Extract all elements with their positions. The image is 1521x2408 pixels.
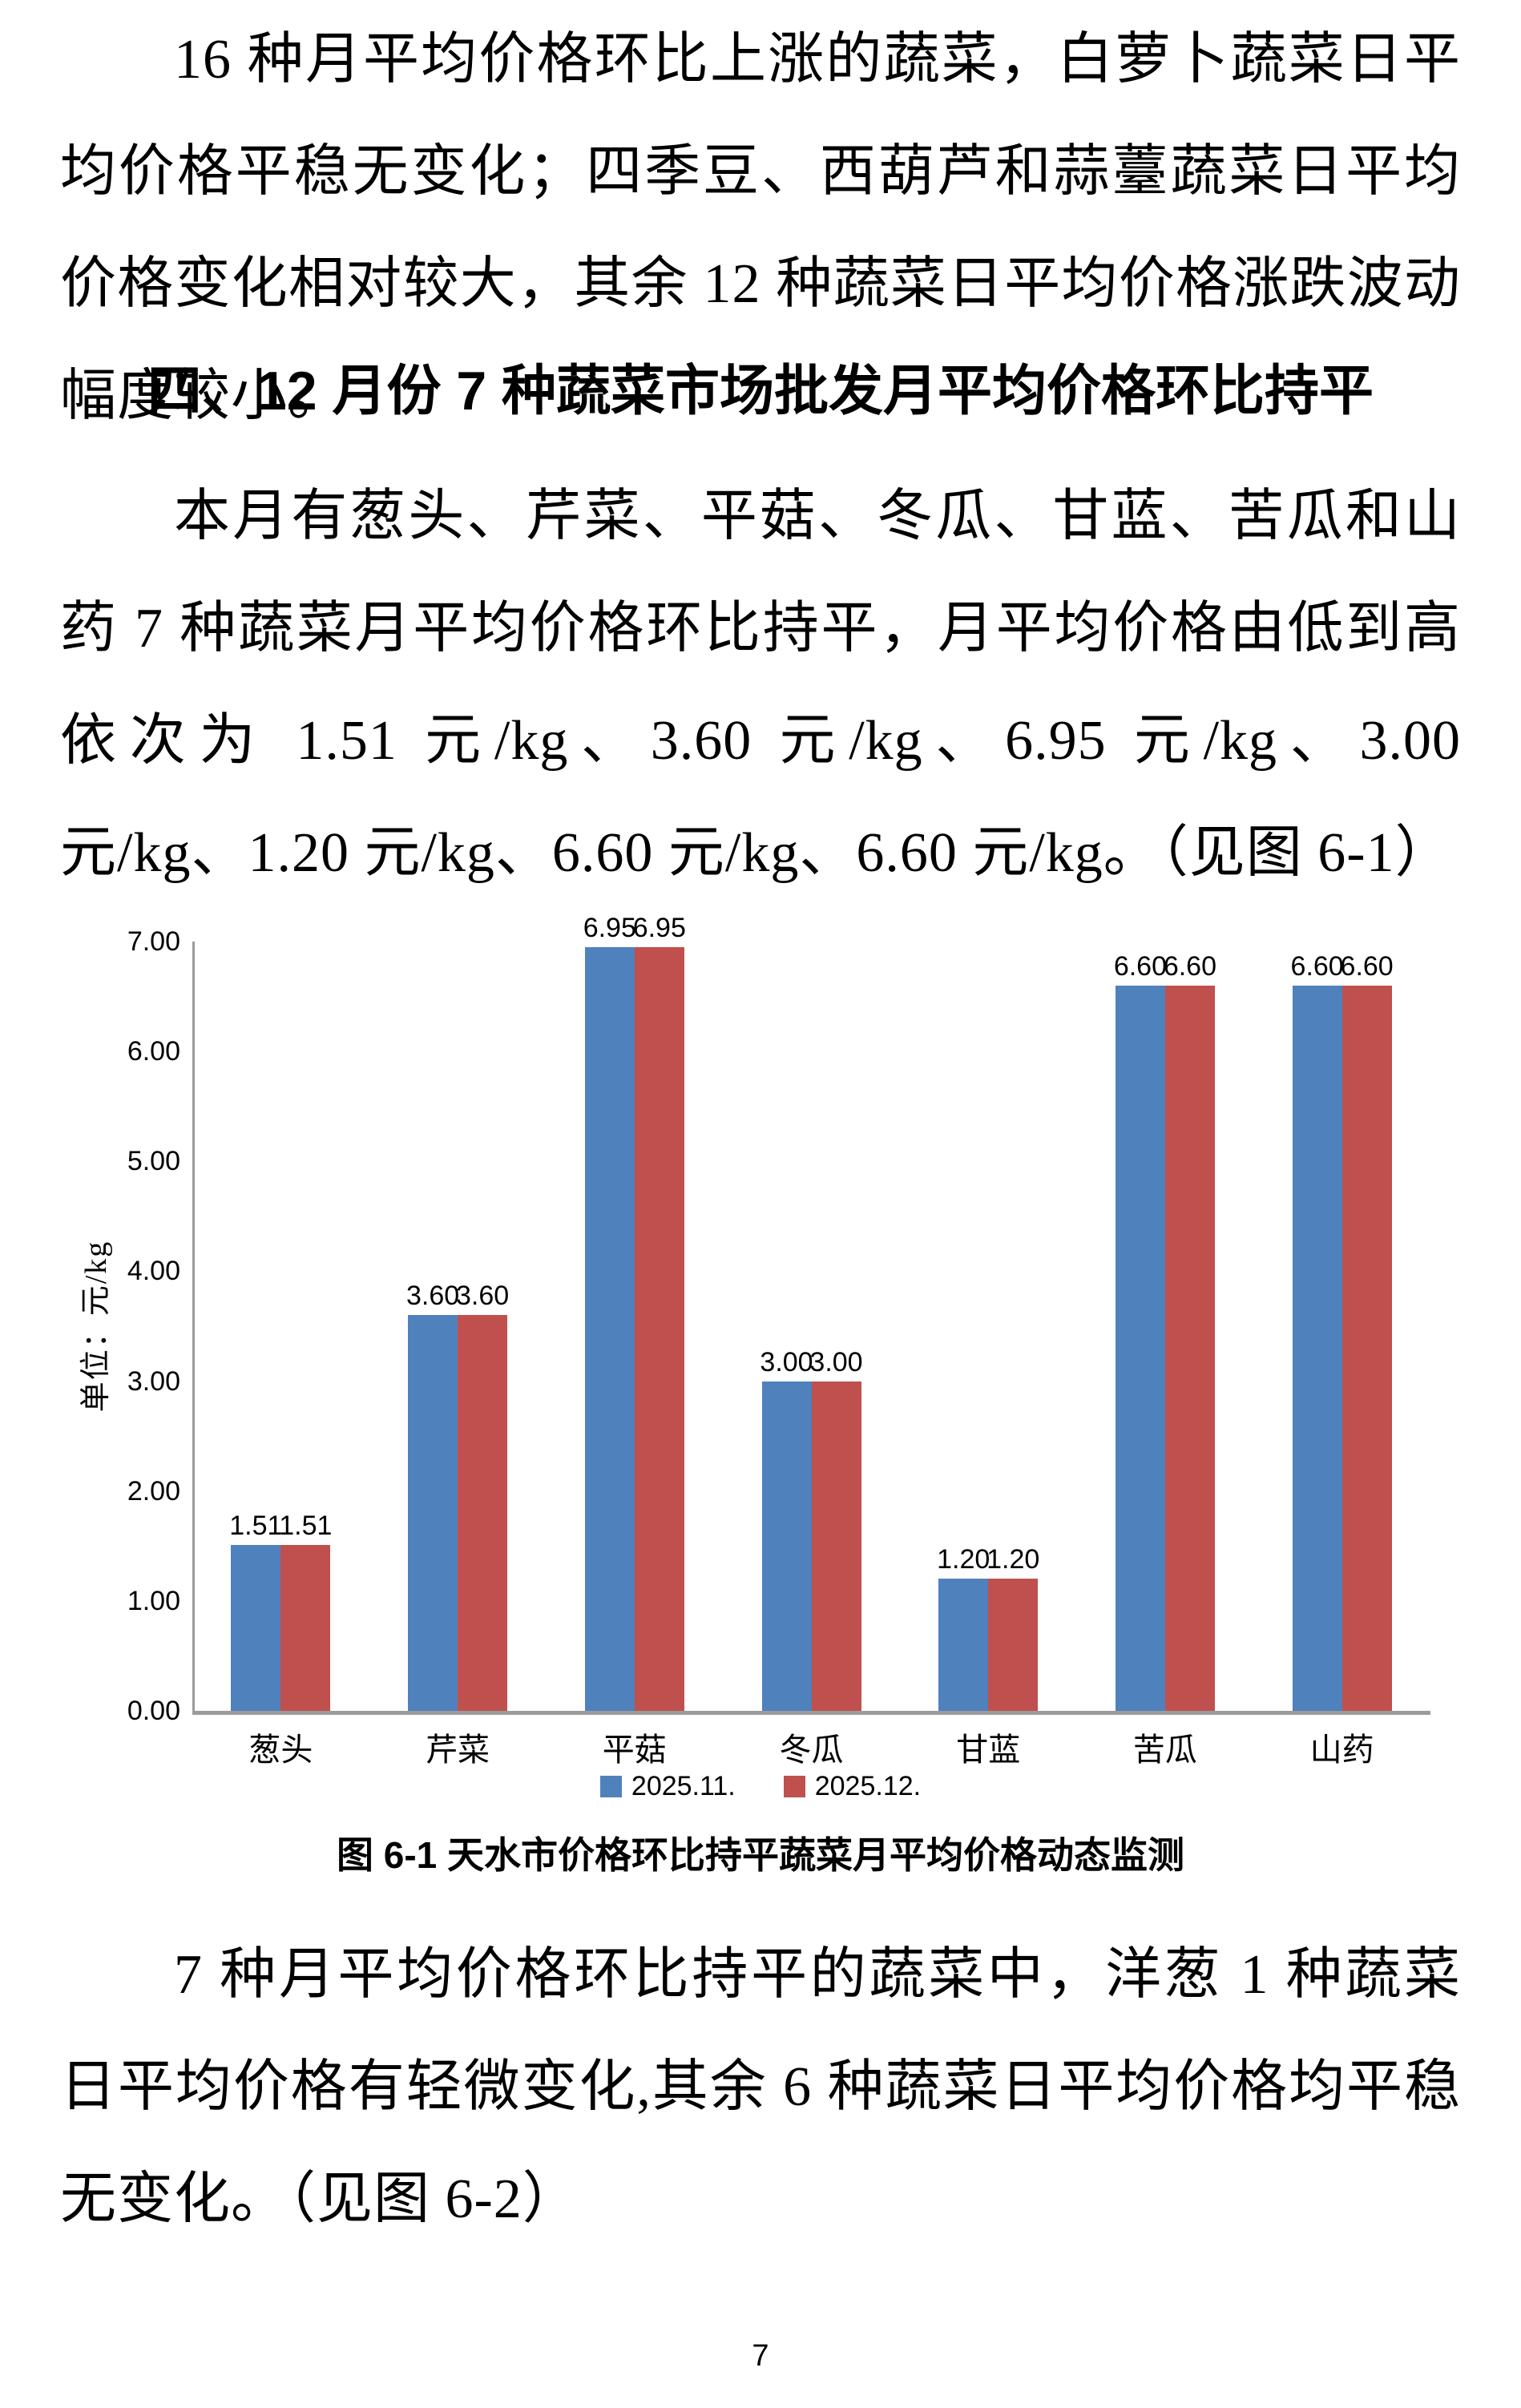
y-axis-tick-label: 0.00 [127,1696,180,1726]
paragraph-price-rise-summary: 16 种月平均价格环比上涨的蔬菜，白萝卜蔬菜日平均价格平稳无变化；四季豆、西葫芦… [60,29,1461,427]
y-axis-tick-label: 1.00 [127,1585,180,1616]
y-axis-tick-label: 4.00 [127,1256,180,1287]
legend-swatch [599,1775,622,1797]
x-axis-category-label: 苦瓜 [1132,1732,1197,1768]
x-axis-line [192,1711,1430,1715]
y-axis-tick-label: 3.00 [127,1365,180,1397]
bar [938,1579,989,1711]
page-number: 7 [752,2339,769,2373]
bar-value-label: 6.60 [1340,950,1394,982]
y-axis-tick-label: 2.00 [127,1475,180,1507]
y-axis-line [192,942,195,1711]
bar [584,946,635,1711]
x-axis-category-label: 芹菜 [426,1732,490,1768]
y-axis-tick-label: 5.00 [127,1146,180,1177]
bar-value-label: 3.60 [455,1281,510,1312]
bar [1164,985,1215,1711]
bar-value-label: 3.00 [809,1346,863,1377]
section-heading: 四、12 月份 7 种蔬菜市场批发月平均价格环比持平 [147,361,1374,422]
figure-caption: 图 6-1 天水市价格环比持平蔬菜月平均价格动态监测 [336,1834,1185,1876]
bar [1292,985,1342,1711]
paragraph-daily-price-note: 7 种月平均价格环比持平的蔬菜中，洋葱 1 种蔬菜日平均价格有轻微变化,其余 6… [60,1944,1461,2230]
bar-chart-figure-6-1: 0.00 1.00 2.00 3.00 4.00 5.00 6.00 7.00 单位：元/kg 1… [60,904,1461,1809]
legend-label: 2025.11. [631,1771,736,1801]
bar-value-label: 1.20 [937,1544,990,1575]
bar-value-label: 3.00 [760,1346,813,1377]
bar-value-label: 6.60 [1290,950,1344,982]
x-axis-category-label: 冬瓜 [779,1732,844,1768]
legend-label: 2025.12. [814,1771,922,1801]
x-axis-category-label: 山药 [1309,1732,1374,1768]
legend-item: 2025.12. [783,1771,922,1801]
legend-swatch [783,1775,805,1797]
bar-value-label: 1.20 [986,1544,1040,1575]
bar-value-label: 1.51 [229,1510,283,1541]
bar-value-label: 6.95 [583,912,636,943]
y-axis-tick-label: 6.00 [127,1036,180,1067]
bar-value-label: 6.60 [1113,950,1168,982]
x-axis-category-label: 葱头 [248,1732,313,1768]
bar [458,1315,508,1711]
x-axis-category-label: 甘蓝 [956,1732,1021,1768]
bar [1341,985,1392,1711]
bar [408,1315,458,1711]
bar [634,946,684,1711]
bar [811,1381,861,1711]
chart-legend: 2025.11. 2025.12. [60,1771,1461,1801]
legend-item: 2025.11. [599,1771,736,1801]
bar [761,1381,812,1711]
x-axis-category-label: 平菇 [602,1732,667,1768]
bar [1115,985,1165,1711]
bar-value-label: 6.95 [632,912,686,943]
y-axis-tick-label: 7.00 [127,926,180,957]
paragraph-flat-price-detail: 本月有葱头、芹菜、平菇、冬瓜、甘蓝、苦瓜和山药 7 种蔬菜月平均价格环比持平，月… [60,486,1461,884]
bar [988,1579,1039,1711]
bar-value-label: 6.60 [1163,950,1217,982]
bar-value-label: 1.51 [279,1510,333,1541]
bar [231,1544,281,1711]
y-axis-title: 单位：元/kg [79,1240,113,1413]
bar-value-label: 3.60 [405,1281,460,1312]
bar [280,1544,331,1711]
